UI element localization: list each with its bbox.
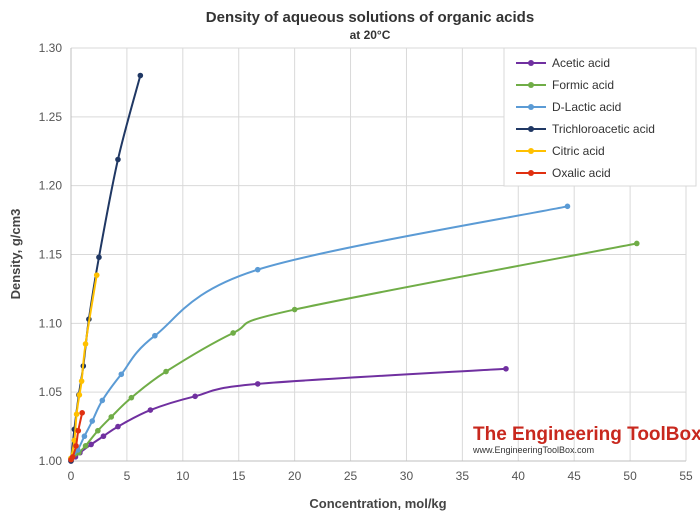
series-line-citric-acid: [70, 274, 98, 459]
series-line-d-lactic-acid: [70, 205, 568, 459]
series-lines: [68, 72, 640, 464]
data-point: [69, 454, 76, 460]
data-point: [73, 443, 79, 449]
data-point: [163, 368, 169, 375]
chart-title: Density of aqueous solutions of organic …: [206, 9, 534, 26]
y-tick-label: 1.05: [39, 385, 63, 399]
legend-label: D-Lactic acid: [552, 100, 621, 114]
legend-marker: [528, 82, 534, 88]
data-point: [564, 203, 571, 210]
data-point: [100, 433, 107, 440]
data-point: [291, 306, 298, 313]
x-tick-label: 30: [400, 469, 414, 483]
legend-item-acetic-acid: Acetic acid: [516, 56, 610, 70]
data-point: [108, 414, 115, 420]
legend-marker: [528, 60, 534, 66]
data-point: [634, 240, 640, 247]
tick-labels: 0 5 10 15 20 25 30 35 40 45 50 55 1.00 1.05 1.10 1.15 1.…: [39, 41, 693, 483]
data-point: [82, 443, 89, 449]
legend: Acetic acid Formic acid D-Lactic acid Trich…: [503, 47, 697, 187]
data-point: [76, 392, 83, 398]
legend-item-oxalic-acid: Oxalic acid: [516, 166, 611, 180]
series-oxalic-acid: [68, 410, 85, 463]
data-point: [503, 365, 509, 372]
data-point: [115, 156, 121, 163]
data-point: [93, 272, 100, 278]
legend-box: [503, 47, 697, 187]
data-point: [95, 427, 101, 434]
y-tick-label: 1.10: [39, 316, 63, 330]
data-point: [118, 371, 125, 378]
legend-marker: [528, 104, 534, 110]
watermark-logo: The Engineering ToolBox www.EngineeringT…: [472, 424, 700, 455]
data-point: [81, 433, 88, 440]
legend-item-citric-acid: Citric acid: [516, 144, 605, 158]
legend-items: Acetic acid Formic acid D-Lactic acid Trich…: [516, 56, 655, 180]
legend-item-d-lactic-acid: D-Lactic acid: [516, 100, 621, 114]
x-tick-label: 15: [232, 469, 246, 483]
series-line-trichloroacetic-acid: [70, 75, 142, 462]
data-point: [99, 397, 106, 404]
x-tick-label: 20: [288, 469, 302, 483]
axes: [70, 48, 686, 462]
data-point: [147, 407, 154, 413]
legend-label: Formic acid: [552, 78, 614, 92]
y-tick-label: 1.25: [39, 110, 63, 124]
y-tick-label: 1.30: [39, 41, 63, 55]
y-tick-label: 1.20: [39, 179, 63, 193]
watermark-sub-text: www.EngineeringToolBox.com: [472, 445, 594, 455]
x-tick-label: 35: [456, 469, 470, 483]
y-tick-label: 1.00: [39, 454, 63, 468]
series-trichloroacetic-acid: [68, 72, 144, 464]
legend-label: Citric acid: [552, 144, 605, 158]
data-point: [192, 393, 198, 400]
data-point: [78, 378, 85, 384]
x-tick-label: 40: [512, 469, 526, 483]
y-tick-label: 1.15: [39, 248, 63, 262]
data-point: [73, 411, 80, 417]
data-point: [128, 394, 135, 401]
legend-label: Oxalic acid: [552, 166, 611, 180]
legend-item-formic-acid: Formic acid: [516, 78, 614, 92]
x-tick-label: 0: [68, 469, 75, 483]
data-point: [82, 341, 89, 347]
x-tick-label: 55: [679, 469, 693, 483]
legend-marker: [528, 148, 534, 154]
series-line-acetic-acid: [70, 367, 507, 462]
legend-label: Acetic acid: [552, 56, 610, 70]
x-tick-label: 10: [176, 469, 190, 483]
legend-item-trichloroacetic-acid: Trichloroacetic acid: [516, 122, 655, 136]
data-point: [254, 381, 261, 387]
x-tick-label: 25: [344, 469, 358, 483]
data-point: [79, 410, 85, 416]
data-point: [230, 330, 236, 336]
x-tick-label: 50: [623, 469, 637, 483]
data-point: [89, 418, 96, 424]
data-point: [254, 266, 261, 273]
x-axis-label: Concentration, mol/kg: [309, 496, 446, 511]
legend-label: Trichloroacetic acid: [552, 122, 655, 136]
watermark-main-text: The Engineering ToolBox: [473, 424, 700, 445]
data-point: [137, 72, 144, 79]
data-point: [88, 441, 94, 448]
x-tick-label: 5: [124, 469, 131, 483]
data-point: [115, 423, 121, 430]
data-point: [96, 254, 102, 261]
legend-marker: [528, 126, 534, 132]
data-point: [152, 332, 158, 339]
chart-subtitle: at 20°C: [350, 28, 391, 42]
x-tick-label: 45: [568, 469, 582, 483]
series-acetic-acid: [68, 365, 509, 464]
series-citric-acid: [68, 272, 100, 462]
series-d-lactic-acid: [68, 203, 571, 462]
data-point: [75, 427, 82, 434]
legend-marker: [528, 170, 534, 176]
y-axis-label: Density, g/cm3: [8, 209, 23, 300]
